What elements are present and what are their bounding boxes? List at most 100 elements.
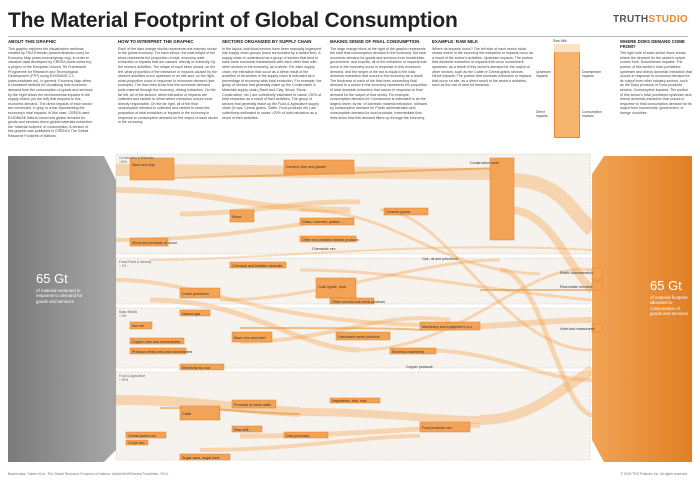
sector-block-ceramic [383,207,429,216]
page-title: The Material Footprint of Global Consump… [8,9,458,32]
group-pct: ≈ 3% [119,314,126,318]
sector-label: Coal, lignite, peat [318,285,346,289]
sector-block-public-admin [591,267,603,281]
example-top-label: Raw Milk [553,39,567,43]
sector-label: Crude petroleum [182,292,209,296]
sector-label: Copper products [406,365,433,369]
sector-block-nonmetallic [299,235,357,243]
footer-source: Based data: Tukker et al., The Global Re… [8,472,169,476]
sector-block-meat-cattle [231,399,277,409]
sector-label: Sugar cane, sugar beet [182,456,219,460]
flow-line [149,297,361,353]
left-total-caption: of material extracted in response to dem… [36,288,83,304]
sector-label: Chemicals nec [312,247,336,251]
sector-block-hotels [591,323,603,333]
sector-block-raw-milk [231,425,263,433]
sector-block-machinery [419,321,481,331]
flow-line [115,187,351,213]
sector-blocks [125,157,603,461]
flow-line [509,173,597,236]
column-body: The right side of each sector block show… [620,51,692,115]
sector-label: Cattle [182,412,191,416]
footer-copyright: © 2016 TRUTHstudio Inc. All rights reser… [620,472,688,476]
flow-line [199,434,421,452]
group-pct: ≈ 1% [119,264,126,268]
flow-line [299,268,593,302]
example-label-direct: Direct impacts [536,110,548,118]
brand-logo: TRUTHSTUDIO [613,14,688,25]
group-label: Fossil Fuels & Industry [119,260,152,264]
column-body: The large orange block at the right of t… [330,46,428,120]
sector-label: Iron ore [132,324,144,328]
flow-line [479,365,595,425]
group-pct: >30% [119,160,127,164]
title-divider [8,36,688,37]
sector-label: Copper ores and concentrates [132,340,181,344]
column-about: About this graphic This graphic explores… [8,40,94,150]
flow-line [239,327,421,331]
sankey-diagram: Sand and clay Wood and products of wood … [8,153,692,462]
sector-block-wood [129,237,169,247]
sector-block-iron-ore [129,321,153,330]
left-total-bar [8,156,116,462]
sector-label: Cereal grains nec [128,434,156,438]
group-pct: > 20% [119,378,128,382]
flow-line [299,208,541,276]
sector-label: Machinery and equipment n.e.c. [422,325,473,329]
sector-label: Other non-ferrous metal products [332,300,385,304]
flow-lines [115,164,597,452]
sector-label: Real estate services [560,285,593,289]
flow-line [499,267,593,418]
sector-label: Stone [232,215,241,219]
sector-block-natural-gas [179,309,211,317]
sector-block-copper-ores [129,337,185,345]
column-body: In the layout, individual sectors have b… [222,46,322,120]
sector-block-electrical [389,347,437,355]
group-label: Construction & Materials [119,156,154,160]
right-total-caption: of material footprint allocated to consu… [650,295,688,317]
flow-line [379,208,593,352]
sector-label: Gas, oil and petroleum [422,257,458,261]
sector-label: Wood and products of wood [132,241,177,245]
sector-label: Dairy products [286,434,309,438]
sector-block-glass [299,217,355,226]
sector-label: Public administration [560,271,593,275]
sector-label: Cement, lime and plaster [286,165,327,169]
flow-line [179,199,361,217]
sector-label: Basic iron and steel [234,336,266,340]
sector-block-cereal-grains [125,431,167,439]
brand-part1: TRUTH [613,14,649,25]
example-label-consumption: Consumption impacts [582,110,602,118]
group-label: Food & Agriculture [119,374,145,378]
brand-part2: STUDIO [648,14,688,25]
flow-line [219,258,501,302]
sector-label: Construction work [470,161,499,165]
flow-line [299,408,481,424]
sector-label: Precious metal ores and concentrates [132,350,193,354]
sector-label: Vegetables, fruit, nuts [332,399,367,403]
sector-label: Raw milk [234,428,249,432]
sector-block-cement [283,159,355,175]
sector-block-cattle [179,405,221,421]
right-total-value: 65 Gt [650,278,682,293]
sector-label: Electrical machinery [392,350,424,354]
sector-label: Ceramic goods [386,210,410,214]
column-body: Each of the dark orange blocks represent… [118,46,218,125]
example-sector-top [554,44,580,52]
column-interpret: How to interpret the graphic Each of the… [118,40,218,150]
sector-label: Food products nec [422,426,452,430]
column-body: Where do impacts occur? The left side of… [432,46,534,88]
sector-label: Fabricated metal products [338,335,380,339]
sector-label: Electricity by coal [182,366,210,370]
column-heading: Sectors organized by supply chain [222,40,312,44]
flow-line [359,267,593,352]
flow-line [115,278,421,327]
flow-line [419,348,593,382]
sector-block-sand-clay [129,157,175,181]
sector-block-crude-petroleum [179,287,221,299]
sector-block-other-nonferrous [329,297,375,305]
sector-label: Products of meat cattle [234,403,271,407]
column-heading: Example: Raw Milk [432,40,479,44]
sector-block-dairy [283,431,329,439]
sector-label: Other non-metallic mineral products [302,238,359,242]
